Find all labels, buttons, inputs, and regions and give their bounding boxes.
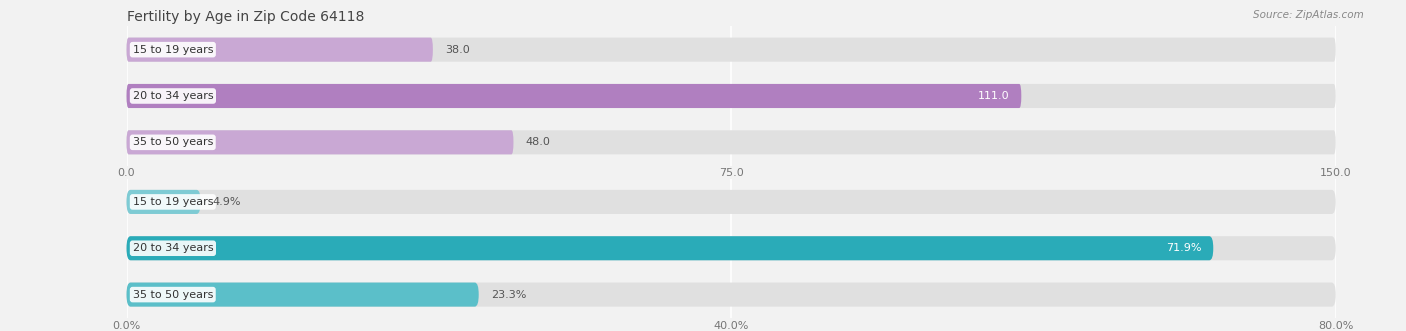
FancyBboxPatch shape: [127, 236, 1336, 260]
FancyBboxPatch shape: [127, 190, 1336, 214]
FancyBboxPatch shape: [127, 130, 1336, 154]
Text: 35 to 50 years: 35 to 50 years: [132, 290, 212, 300]
FancyBboxPatch shape: [127, 283, 1336, 307]
FancyBboxPatch shape: [127, 84, 1336, 108]
Text: 4.9%: 4.9%: [212, 197, 242, 207]
Text: Fertility by Age in Zip Code 64118: Fertility by Age in Zip Code 64118: [127, 10, 364, 24]
FancyBboxPatch shape: [127, 236, 1213, 260]
FancyBboxPatch shape: [127, 190, 201, 214]
FancyBboxPatch shape: [127, 84, 1021, 108]
FancyBboxPatch shape: [127, 130, 513, 154]
FancyBboxPatch shape: [127, 38, 433, 62]
Text: 71.9%: 71.9%: [1166, 243, 1201, 253]
Text: 35 to 50 years: 35 to 50 years: [132, 137, 212, 147]
Text: 23.3%: 23.3%: [491, 290, 526, 300]
FancyBboxPatch shape: [127, 283, 478, 307]
Text: 20 to 34 years: 20 to 34 years: [132, 91, 214, 101]
Text: 48.0: 48.0: [526, 137, 550, 147]
Text: 15 to 19 years: 15 to 19 years: [132, 45, 214, 55]
Text: Source: ZipAtlas.com: Source: ZipAtlas.com: [1253, 10, 1364, 20]
Text: 15 to 19 years: 15 to 19 years: [132, 197, 214, 207]
Text: 111.0: 111.0: [977, 91, 1010, 101]
Text: 20 to 34 years: 20 to 34 years: [132, 243, 214, 253]
Text: 38.0: 38.0: [444, 45, 470, 55]
FancyBboxPatch shape: [127, 38, 1336, 62]
